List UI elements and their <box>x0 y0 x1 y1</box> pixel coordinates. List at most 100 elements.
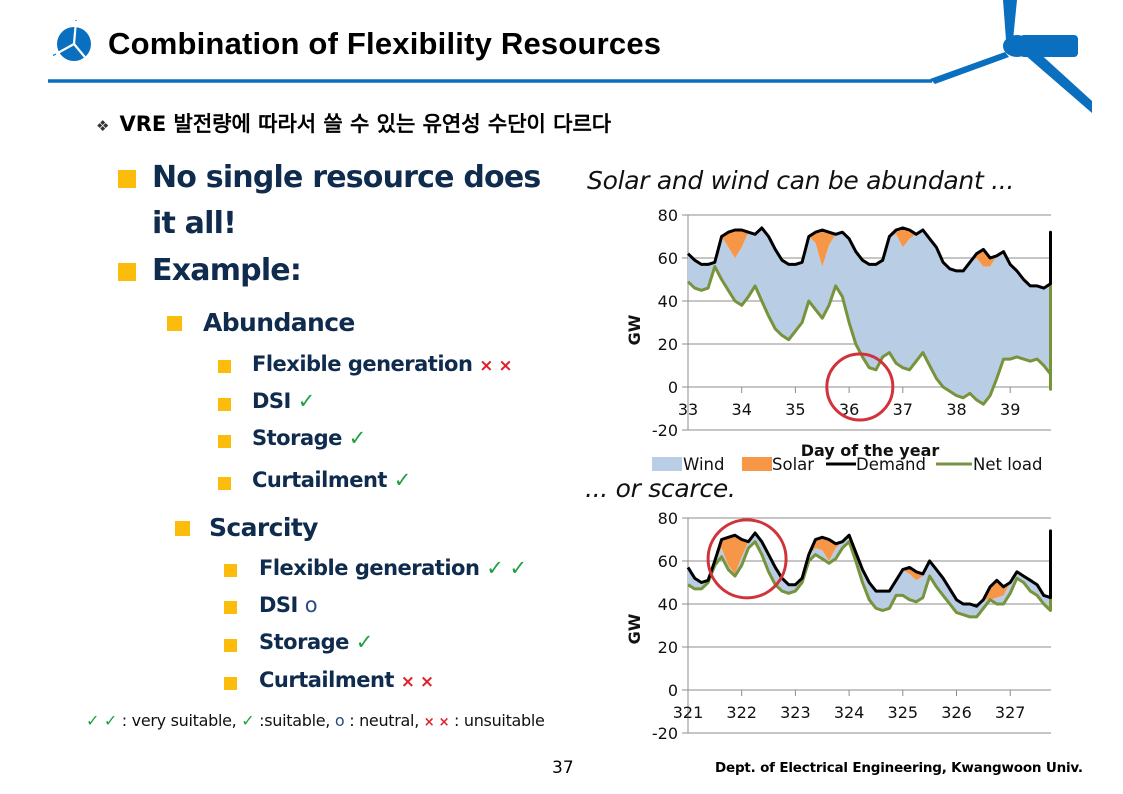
abundance-item: DSI ✓ <box>252 389 315 413</box>
x-tick-label: 35 <box>785 400 805 419</box>
bullet-square-icon <box>118 263 136 281</box>
check-icon: ✓ <box>393 468 412 492</box>
abundance-item: Storage ✓ <box>252 426 366 450</box>
bullet-square-icon <box>218 435 231 448</box>
y-tick-labels: 80 60 40 20 0 -20 <box>652 509 678 743</box>
legend-wind-label: Wind <box>683 455 724 474</box>
turbine-blade-line <box>930 52 1009 84</box>
bullet-square-icon <box>218 360 231 373</box>
y-tick-label: 20 <box>658 638 678 657</box>
x-tick-label: 323 <box>780 703 811 722</box>
check-icon: ✓ <box>355 630 374 654</box>
y-tick-label: 40 <box>658 292 678 311</box>
unsuitable-x-icon: × × <box>479 356 513 376</box>
x-tick-label: 327 <box>995 703 1026 722</box>
x-tick-label: 325 <box>888 703 919 722</box>
x-tick-label: 321 <box>673 703 704 722</box>
series-lines <box>686 226 1052 406</box>
page-number: 37 <box>552 758 574 778</box>
x-tick-label: 38 <box>946 400 966 419</box>
chart-scarce: 80 60 40 20 0 -20 321 322 323 324 325 326 327 GW <box>625 509 1052 743</box>
item-label: Storage <box>252 426 342 450</box>
bullet-square-icon <box>118 170 136 188</box>
y-tick-label: 80 <box>658 206 678 225</box>
double-check-icon: ✓ ✓ <box>486 556 527 580</box>
x-tick-label: 37 <box>893 400 913 419</box>
department-footer: Dept. of Electrical Engineering, Kwangwo… <box>715 760 1083 776</box>
y-tick-label: 60 <box>658 249 678 268</box>
x-tick-label: 324 <box>834 703 865 722</box>
item-label: Curtailment <box>252 468 387 492</box>
bullet-square-icon <box>224 677 237 690</box>
y-axis-label: GW <box>625 314 644 345</box>
chart-title-abundant: Solar and wind can be abundant ... <box>587 166 1015 195</box>
legend-demand-label: Demand <box>856 455 926 474</box>
demand-line <box>686 529 1052 608</box>
check-icon: ✓ <box>297 389 316 413</box>
y-tick-label: 20 <box>658 335 678 354</box>
legend-solar-swatch <box>742 457 772 471</box>
bullet-square-icon <box>218 398 231 411</box>
wind-turbine-logo-icon <box>53 20 91 63</box>
item-label: Flexible generation <box>252 352 473 376</box>
bullet-no-single-resource-line1: No single resource does <box>152 160 541 195</box>
y-tick-label: -20 <box>652 724 678 743</box>
y-tick-label: 0 <box>668 378 678 397</box>
abundance-item: Flexible generation × × <box>252 352 513 376</box>
y-tick-label: 60 <box>658 552 678 571</box>
y-tick-label: -20 <box>652 421 678 440</box>
chart-title-scarce: ... or scarce. <box>585 474 736 503</box>
scarcity-item: Curtailment × × <box>259 668 434 692</box>
legend: Wind Solar Demand Net load <box>652 455 1042 474</box>
item-label: DSI <box>259 593 298 617</box>
highlight-circle <box>706 518 788 600</box>
neutral-circle-icon: o <box>304 593 318 617</box>
scarcity-item: Flexible generation ✓ ✓ <box>259 556 527 580</box>
y-tick-labels: 80 60 40 20 0 -20 <box>652 206 678 440</box>
check-icon: ✓ <box>348 426 367 450</box>
bullet-no-single-resource-line2: it all! <box>152 206 237 241</box>
item-label: DSI <box>252 389 291 413</box>
highlight-circle <box>825 352 895 422</box>
key-suitable: :suitable, <box>259 711 331 730</box>
bullet-example: Example: <box>152 253 302 288</box>
key-very-suitable: : very suitable, <box>121 711 237 730</box>
y-tick-label: 80 <box>658 509 678 528</box>
x-tick-label: 36 <box>839 400 859 419</box>
bullet-square-icon <box>224 639 237 652</box>
unsuitable-x-icon: × × <box>400 672 434 692</box>
bullet-square-icon <box>218 477 231 490</box>
item-label: Curtailment <box>259 668 394 692</box>
bullet-square-icon <box>167 316 182 331</box>
bullet-square-icon <box>224 601 237 614</box>
legend-solar-label: Solar <box>772 455 814 474</box>
scarcity-item: DSI o <box>259 593 318 617</box>
gridlines <box>682 517 1051 734</box>
page-title: Combination of Flexibility Resources <box>108 26 662 61</box>
x-tick-label: 33 <box>678 400 698 419</box>
unsuitable-x-icon: × × <box>423 715 450 730</box>
chart-abundant: 80 60 40 20 0 -20 33 34 35 36 37 38 39 GW Day of th… <box>625 206 1052 474</box>
diamond-bullet-icon: ❖ <box>96 117 110 135</box>
x-axis-label: Day of the year <box>801 441 940 460</box>
abundance-item: Curtailment ✓ <box>252 468 411 492</box>
subtitle-text: VRE 발전량에 따라서 쓸 수 있는 유연성 수단이 다르다 <box>119 112 612 136</box>
x-tick-label: 322 <box>726 703 757 722</box>
check-icon: ✓ <box>241 711 255 730</box>
legend-net-load-label: Net load <box>973 455 1042 474</box>
y-tick-label: 40 <box>658 595 678 614</box>
scarcity-heading: Scarcity <box>209 513 318 542</box>
y-axis-label: GW <box>625 613 644 644</box>
key-unsuitable: : unsuitable <box>454 711 545 730</box>
x-tick-labels: 33 34 35 36 37 38 39 <box>678 400 1021 419</box>
scarcity-item: Storage ✓ <box>259 630 373 654</box>
key-neutral: : neutral, <box>349 711 419 730</box>
abundance-heading: Abundance <box>203 308 355 337</box>
bullet-square-icon <box>175 521 190 536</box>
x-tick-labels: 321 322 323 324 325 326 327 <box>673 703 1026 722</box>
header-decoration <box>48 0 1092 113</box>
x-tick-label: 326 <box>941 703 972 722</box>
wind-turbine-icon <box>1003 0 1092 113</box>
legend-wind-swatch <box>652 457 682 471</box>
double-check-icon: ✓ ✓ <box>86 711 117 730</box>
